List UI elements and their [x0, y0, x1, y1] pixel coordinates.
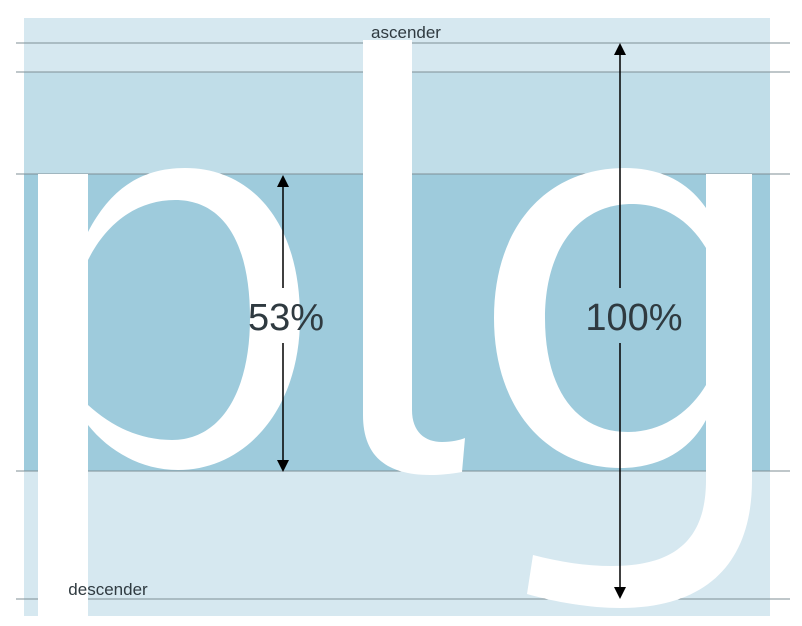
glyph-p — [38, 168, 300, 626]
descender-label: descender — [68, 580, 148, 599]
arrowhead-up-icon — [277, 175, 289, 187]
glyph-g — [494, 168, 752, 608]
ascender-label: ascender — [371, 23, 441, 42]
full-height-arrow — [614, 43, 626, 599]
arrowhead-down-icon — [614, 587, 626, 599]
arrowhead-up-icon — [614, 43, 626, 55]
x-height-arrow — [277, 175, 289, 472]
full-height-percentage: 100% — [585, 297, 682, 339]
arrowhead-down-icon — [277, 460, 289, 472]
glyph-l — [363, 40, 465, 475]
x-height-percentage: 53% — [248, 297, 324, 339]
